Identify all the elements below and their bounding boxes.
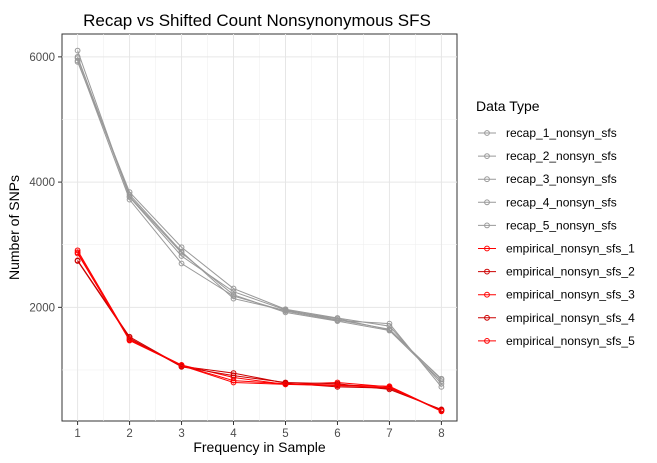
legend-label: empirical_nonsyn_sfs_2 (506, 265, 635, 279)
x-tick-label: 7 (386, 428, 392, 440)
legend-label: recap_1_nonsyn_sfs (506, 126, 617, 140)
data-point-empirical_nonsyn_sfs_4 (230, 372, 237, 379)
major-grid (62, 34, 457, 421)
chart-title: Recap vs Shifted Count Nonsynonymous SFS (83, 11, 431, 30)
series-line-recap_5_nonsyn_sfs (77, 57, 442, 380)
data-point-recap_5_nonsyn_sfs (438, 375, 445, 382)
data-point-recap_4_nonsyn_sfs (438, 378, 445, 385)
data-point-empirical_nonsyn_sfs_4 (74, 258, 81, 264)
series-lines (74, 47, 445, 415)
series-line-empirical_nonsyn_sfs_2 (77, 260, 442, 411)
legend-label: recap_2_nonsyn_sfs (506, 149, 617, 163)
data-point-recap_5_nonsyn_sfs (74, 55, 81, 62)
legend-label: recap_5_nonsyn_sfs (506, 218, 617, 232)
x-tick-label: 5 (282, 428, 288, 440)
data-point-recap_4_nonsyn_sfs (282, 309, 289, 316)
y-tick-label: 2000 (29, 302, 55, 314)
legend-key-point (484, 268, 490, 275)
legend-label: recap_4_nonsyn_sfs (506, 195, 617, 209)
data-point-recap_5_nonsyn_sfs (126, 191, 133, 198)
x-tick-label: 6 (334, 428, 340, 440)
series-line-recap_3_nonsyn_sfs (77, 61, 442, 385)
series-line-empirical_nonsyn_sfs_3 (77, 250, 442, 412)
legend-key-point (484, 222, 490, 229)
data-point-recap_5_nonsyn_sfs (178, 248, 185, 255)
x-tick-label: 2 (126, 428, 132, 440)
data-point-recap_1_nonsyn_sfs (74, 47, 81, 54)
legend-key-point (484, 153, 490, 160)
legend-key-point (484, 199, 490, 206)
data-point-empirical_nonsyn_sfs_4 (282, 379, 289, 386)
data-point-empirical_nonsyn_sfs_5 (282, 381, 289, 388)
y-tick-label: 6000 (29, 52, 55, 64)
legend-key-point (484, 314, 490, 321)
data-point-recap_5_nonsyn_sfs (334, 315, 341, 322)
legend-label: empirical_nonsyn_sfs_4 (506, 311, 635, 325)
data-point-recap_5_nonsyn_sfs (282, 307, 289, 314)
x-tick-label: 1 (74, 428, 80, 440)
legend-key-point (484, 130, 490, 136)
data-point-empirical_nonsyn_sfs_5 (74, 250, 81, 257)
legend-key-point (484, 245, 490, 252)
legend-label: recap_3_nonsyn_sfs (506, 172, 617, 186)
y-tick-label: 4000 (29, 177, 55, 189)
data-point-empirical_nonsyn_sfs_5 (386, 384, 393, 391)
legend: recap_1_nonsyn_sfs recap_2_nonsyn_sfsreca… (478, 126, 635, 348)
legend-key-point (484, 338, 490, 344)
data-point-recap_2_nonsyn_sfs (438, 383, 445, 390)
data-point-recap_5_nonsyn_sfs (230, 295, 237, 302)
x-axis-title: Frequency in Sample (193, 439, 326, 455)
data-point-empirical_nonsyn_sfs_5 (178, 362, 185, 369)
data-point-recap_5_nonsyn_sfs (386, 326, 393, 333)
data-point-empirical_nonsyn_sfs_4 (386, 386, 393, 393)
axes: 1 2 3 4 5 6 7 8 2000 4000 6000 (29, 52, 444, 440)
data-point-recap_2_nonsyn_sfs (178, 260, 185, 267)
legend-label: empirical_nonsyn_sfs_3 (506, 288, 635, 302)
legend-label: empirical_nonsyn_sfs_1 (506, 242, 635, 256)
data-point-empirical_nonsyn_sfs_3 (74, 247, 81, 254)
data-point-empirical_nonsyn_sfs_5 (334, 382, 341, 389)
x-tick-label: 3 (178, 428, 184, 440)
x-tick-label: 4 (230, 428, 237, 440)
legend-label: empirical_nonsyn_sfs_5 (506, 334, 635, 348)
y-axis-title: Number of SNPs (6, 175, 22, 280)
data-point-empirical_nonsyn_sfs_5 (438, 407, 445, 414)
legend-key-point (484, 176, 490, 183)
legend-title: Data Type (476, 98, 540, 114)
data-point-recap_4_nonsyn_sfs (230, 291, 237, 298)
series-line-empirical_nonsyn_sfs_5 (77, 253, 442, 412)
series-line-recap_4_nonsyn_sfs (77, 56, 442, 382)
data-point-empirical_nonsyn_sfs_5 (126, 337, 133, 343)
legend-key-point (484, 291, 490, 298)
series-line-empirical_nonsyn_sfs_4 (77, 260, 442, 410)
data-point-empirical_nonsyn_sfs_4 (334, 380, 341, 387)
x-tick-label: 8 (438, 428, 444, 440)
data-point-recap_3_nonsyn_sfs (230, 285, 237, 292)
data-point-empirical_nonsyn_sfs_5 (230, 379, 237, 386)
